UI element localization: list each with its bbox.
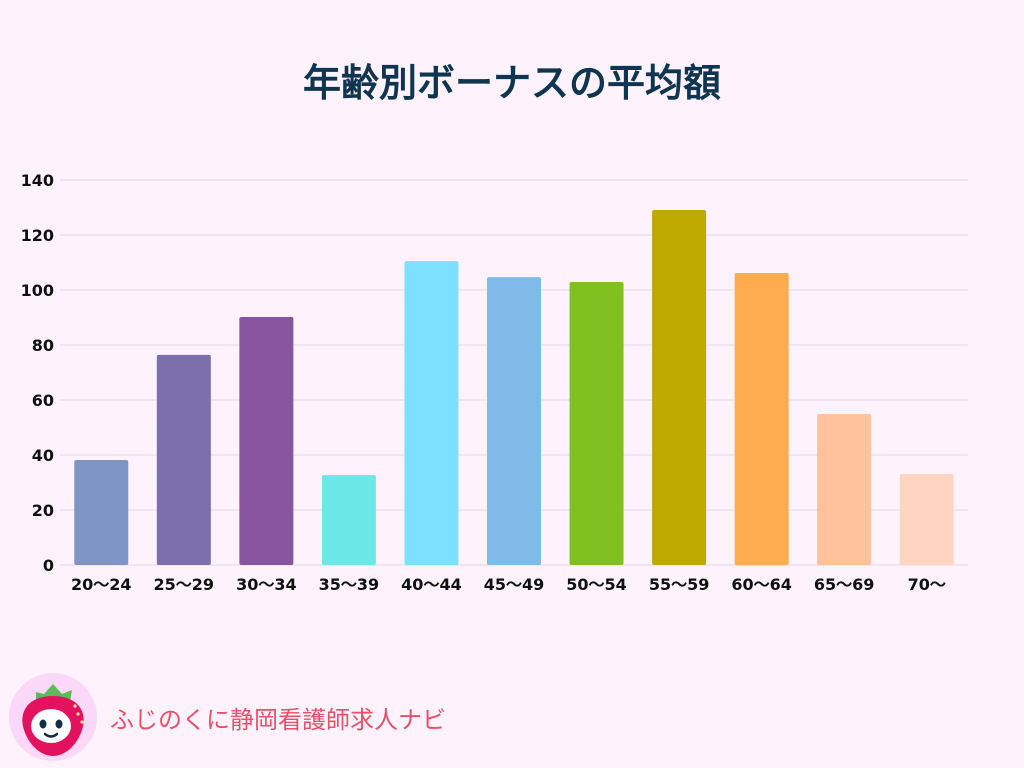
brand-name: ふじのくに静岡看護師求人ナビ bbox=[110, 705, 446, 734]
brand-logo: ふじのくに静岡看護師求人ナビ bbox=[8, 672, 446, 762]
y-tick-label: 100 bbox=[21, 281, 54, 300]
strawberry-mascot-icon bbox=[9, 673, 97, 761]
x-tick-label: 20～24 bbox=[71, 575, 132, 594]
bar bbox=[734, 272, 789, 565]
x-tick-label: 30～34 bbox=[236, 575, 297, 594]
bar-chart: 0 20 40 60 80 100 120 140 20～24 25～29 30～34 35～39 40… bbox=[21, 171, 968, 594]
y-tick-label: 40 bbox=[32, 446, 54, 465]
y-tick-label: 60 bbox=[32, 391, 54, 410]
bar bbox=[817, 414, 872, 565]
x-tick-label: 25～29 bbox=[154, 575, 215, 594]
bar bbox=[652, 209, 707, 565]
y-tick-label: 0 bbox=[43, 556, 54, 575]
chart-title: 年齢別ボーナスの平均額 bbox=[302, 61, 721, 105]
y-tick-label: 20 bbox=[32, 501, 54, 520]
x-tick-label: 35～39 bbox=[319, 575, 380, 594]
y-tick-label: 120 bbox=[21, 226, 54, 245]
x-tick-label: 55～59 bbox=[649, 575, 710, 594]
y-tick-label: 140 bbox=[21, 171, 54, 190]
x-tick-label: 40～44 bbox=[401, 575, 462, 594]
x-tick-label: 65～69 bbox=[814, 575, 875, 594]
bar bbox=[156, 354, 211, 565]
bar bbox=[569, 282, 624, 565]
bar bbox=[899, 473, 954, 565]
x-tick-label: 50～54 bbox=[566, 575, 627, 594]
bar bbox=[74, 459, 129, 565]
bar bbox=[321, 475, 376, 565]
bar bbox=[404, 261, 459, 565]
x-tick-label: 60～64 bbox=[731, 575, 792, 594]
y-tick-label: 80 bbox=[32, 336, 54, 355]
bar bbox=[487, 277, 541, 565]
x-tick-label: 45～49 bbox=[484, 575, 545, 594]
bar bbox=[239, 316, 294, 565]
x-tick-label: 70～ bbox=[908, 575, 946, 594]
